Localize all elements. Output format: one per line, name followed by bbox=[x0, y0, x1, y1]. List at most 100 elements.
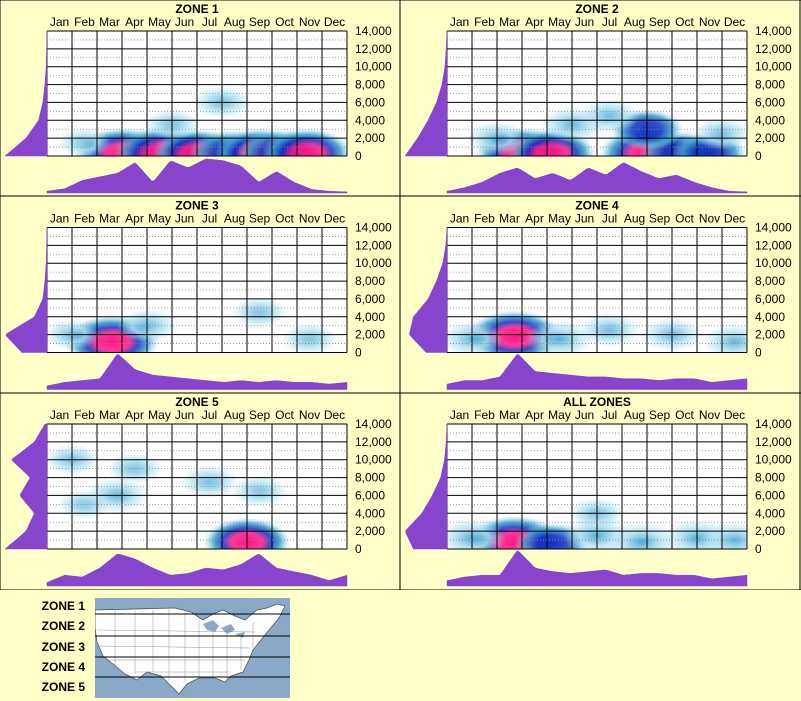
month-label: Feb bbox=[74, 15, 95, 29]
month-label: Apr bbox=[125, 212, 144, 226]
grid bbox=[446, 30, 748, 157]
y-tick-label: 10,000 bbox=[755, 60, 792, 74]
month-label: Sep bbox=[649, 408, 671, 422]
month-label: Sep bbox=[249, 408, 271, 422]
month-label: May bbox=[148, 408, 171, 422]
y-tick-label: 14,000 bbox=[755, 24, 792, 38]
month-label: Aug bbox=[624, 212, 645, 226]
grid bbox=[446, 227, 748, 353]
panel-title: ZONE 3 bbox=[175, 199, 219, 213]
month-label: Nov bbox=[699, 15, 720, 29]
y-tick-label: 8,000 bbox=[755, 274, 785, 288]
y-tick-label: 0 bbox=[355, 346, 362, 360]
panel-title: ALL ZONES bbox=[563, 395, 631, 409]
heat-spot bbox=[58, 489, 111, 520]
grid bbox=[46, 227, 348, 353]
month-label: May bbox=[548, 212, 571, 226]
month-label: Feb bbox=[74, 212, 95, 226]
month-label: Jun bbox=[575, 408, 594, 422]
y-tick-label: 6,000 bbox=[755, 488, 785, 502]
heat-spot bbox=[703, 324, 747, 353]
y-tick-label: 12,000 bbox=[755, 238, 792, 252]
month-label: Mar bbox=[99, 212, 120, 226]
legend-zone-2-label: ZONE 2 bbox=[41, 619, 85, 633]
heat-layer bbox=[58, 86, 347, 156]
month-label: Oct bbox=[275, 15, 294, 29]
legend-zone-4-label: ZONE 4 bbox=[41, 660, 85, 674]
month-label: Sep bbox=[249, 15, 271, 29]
y-tick-label: 14,000 bbox=[355, 417, 392, 431]
legend-zone-1-label: ZONE 1 bbox=[41, 599, 85, 613]
panel-zone-1: ZONE 1 Jan Feb Mar Apr May Jun Jul Aug Sep Oct Nov D… bbox=[4, 2, 392, 194]
y-tick-label: 6,000 bbox=[755, 292, 785, 306]
heat-layer bbox=[47, 296, 338, 353]
month-label: Jul bbox=[602, 212, 617, 226]
heat-spot bbox=[693, 117, 747, 150]
month-label: Nov bbox=[299, 15, 320, 29]
panel-zone-3: ZONE 3 Jan Feb Mar Apr May Jun Jul Aug Sep Oct Nov D… bbox=[5, 199, 392, 390]
legend-zone-3-label: ZONE 3 bbox=[41, 640, 85, 654]
y-tick-label: 4,000 bbox=[355, 113, 385, 127]
month-label: Feb bbox=[474, 212, 495, 226]
heat-spot bbox=[701, 521, 747, 549]
elevation-density bbox=[5, 227, 48, 353]
great-lakes bbox=[203, 620, 245, 638]
y-tick-label: 6,000 bbox=[355, 95, 385, 109]
month-label: Aug bbox=[224, 212, 245, 226]
y-tick-label: 10,000 bbox=[355, 453, 392, 467]
panel-zone-4: ZONE 4 Jan Feb Mar Apr May Jun Jul Aug Sep Oct Nov D… bbox=[409, 199, 792, 390]
y-tick-label: 12,000 bbox=[355, 435, 392, 449]
month-label: Jan bbox=[50, 212, 69, 226]
month-density bbox=[446, 550, 748, 587]
month-label: Jun bbox=[575, 15, 594, 29]
month-label: Mar bbox=[499, 15, 520, 29]
y-tick-label: 14,000 bbox=[355, 221, 392, 235]
heat-spot bbox=[281, 323, 338, 353]
month-label: Jan bbox=[450, 15, 469, 29]
month-label: Feb bbox=[74, 408, 95, 422]
heat-spot bbox=[261, 128, 347, 156]
month-label: Jan bbox=[450, 212, 469, 226]
heat-spot bbox=[447, 321, 504, 353]
month-label: Aug bbox=[224, 15, 245, 29]
y-tick-label: 6,000 bbox=[355, 292, 385, 306]
y-tick-label: 14,000 bbox=[755, 417, 792, 431]
elevation-density bbox=[409, 227, 448, 353]
y-tick-label: 2,000 bbox=[755, 524, 785, 538]
heat-spot bbox=[525, 320, 594, 353]
panel-all-zones: ALL ZONES Jan Feb Mar Apr May Jun Jul Aug Sep Oct N… bbox=[405, 395, 792, 587]
y-tick-label: 0 bbox=[755, 346, 762, 360]
month-label: Jul bbox=[602, 408, 617, 422]
month-label: Aug bbox=[624, 408, 645, 422]
heat-spot bbox=[180, 465, 239, 499]
y-tick-label: 0 bbox=[755, 542, 762, 556]
grid bbox=[46, 423, 348, 550]
month-label: Feb bbox=[474, 15, 495, 29]
elevation-density bbox=[405, 423, 448, 550]
month-label: Dec bbox=[324, 212, 345, 226]
elevation-density bbox=[4, 423, 48, 550]
month-label: Jul bbox=[202, 15, 217, 29]
month-label: Oct bbox=[675, 408, 694, 422]
y-tick-label: 2,000 bbox=[755, 328, 785, 342]
month-label: Jan bbox=[50, 408, 69, 422]
y-tick-label: 10,000 bbox=[755, 256, 792, 270]
y-tick-label: 8,000 bbox=[755, 78, 785, 92]
month-label: Oct bbox=[675, 212, 694, 226]
y-tick-label: 12,000 bbox=[355, 42, 392, 56]
month-label: Jul bbox=[602, 15, 617, 29]
heat-spot bbox=[447, 519, 506, 549]
panel-zone-5: ZONE 5 Jan Feb Mar Apr May Jun Jul Aug Sep Oct Nov D… bbox=[4, 395, 392, 587]
month-label: Oct bbox=[275, 408, 294, 422]
y-tick-label: 8,000 bbox=[355, 471, 385, 485]
us-map bbox=[95, 598, 290, 698]
month-density bbox=[46, 158, 348, 194]
y-tick-label: 0 bbox=[355, 149, 362, 163]
month-label: Nov bbox=[299, 212, 320, 226]
month-label: Nov bbox=[699, 408, 720, 422]
month-density bbox=[46, 353, 348, 390]
month-label: Apr bbox=[525, 408, 544, 422]
y-tick-label: 2,000 bbox=[355, 131, 385, 145]
month-density bbox=[446, 353, 748, 390]
y-tick-label: 4,000 bbox=[755, 310, 785, 324]
